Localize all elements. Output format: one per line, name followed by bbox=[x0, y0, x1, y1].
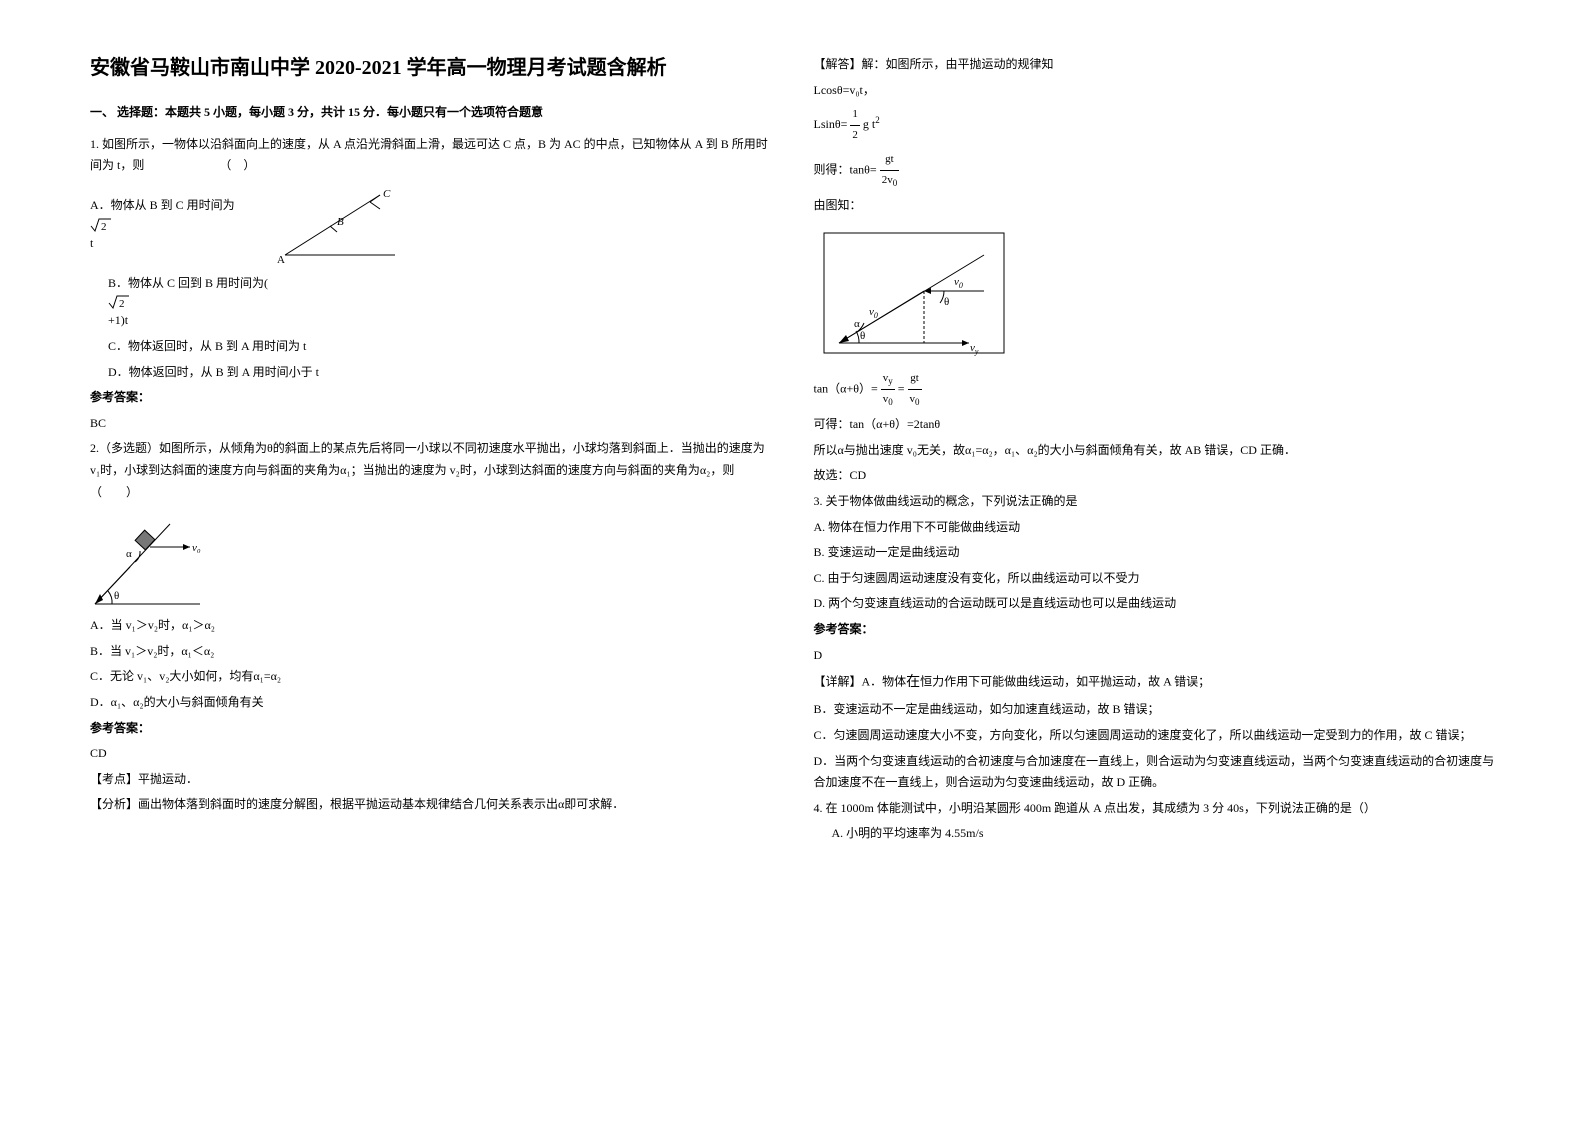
q3-ans: D bbox=[814, 645, 1498, 667]
q1-optA-post: t bbox=[90, 236, 93, 250]
svg-text:α: α bbox=[854, 318, 860, 330]
svg-text:v0: v0 bbox=[954, 276, 963, 290]
eq3: 则得：tanθ= gt2v0 bbox=[814, 150, 1498, 191]
svg-text:v: v bbox=[95, 608, 100, 609]
left-column: 安徽省马鞍山市南山中学 2020-2021 学年高一物理月考试题含解析 一、 选… bbox=[70, 50, 794, 1072]
q1-optA-pre: A．物体从 B 到 C 用时间为 bbox=[90, 198, 235, 212]
eq2-pre: Lsinθ= bbox=[814, 117, 848, 131]
eq3-pre: 则得：tanθ= bbox=[814, 162, 877, 176]
frac-vyv0: vyv0 bbox=[881, 369, 895, 411]
q3-detail-a: 【详解】A．物体在恒力作用下可能做曲线运动，如平抛运动，故 A 错误； bbox=[814, 670, 1498, 695]
select: 故选：CD bbox=[814, 465, 1498, 487]
svg-text:θ: θ bbox=[860, 330, 865, 342]
q1-optA: A．物体从 B 到 C 用时间为 2 t bbox=[90, 195, 235, 254]
eq4-pre: tan（α+θ）= bbox=[814, 381, 878, 395]
right-column: 【解答】解：如图所示，由平抛运动的规律知 Lcosθ=v₀t， Lsinθ= 1… bbox=[794, 50, 1518, 1072]
q1-optD: D．物体返回时，从 B 到 A 用时间小于 t bbox=[108, 362, 774, 384]
eq5: 可得：tan（α+θ）=2tanθ bbox=[814, 414, 1498, 436]
q2-optC: C．无论 v₁、v₂大小如何，均有α₁=α₂ bbox=[90, 666, 774, 688]
q3-da-mid: 在 bbox=[906, 675, 920, 690]
svg-text:θ: θ bbox=[114, 590, 119, 602]
q1-row: A．物体从 B 到 C 用时间为 2 t A B C bbox=[90, 185, 774, 265]
q2-optA: A．当 v₁＞v₂时，α₁＞α₂ bbox=[90, 615, 774, 637]
q1-optC: C．物体返回时，从 B 到 A 用时间为 t bbox=[108, 336, 774, 358]
fig-label: 由图知： bbox=[814, 195, 1498, 217]
svg-text:C: C bbox=[383, 188, 391, 200]
q3-detail-d: D．当两个匀变速直线运动的合初速度与合加速度在一直线上，则合运动为匀变速直线运动… bbox=[814, 751, 1498, 794]
frac-gt2v0: gt2v0 bbox=[880, 150, 900, 191]
q2-stem: 2.（多选题）如图所示，从倾角为θ的斜面上的某点先后将同一小球以不同初速度水平抛… bbox=[90, 438, 774, 503]
q2-fx: 【分析】画出物体落到斜面时的速度分解图，根据平抛运动基本规律结合几何关系表示出α… bbox=[90, 794, 774, 816]
triangle-abc-icon: A B C bbox=[275, 185, 405, 265]
svg-text:vy: vy bbox=[970, 342, 979, 356]
svg-text:v₀: v₀ bbox=[192, 542, 201, 554]
concl: 所以α与抛出速度 v₀无关，故α₁=α₂，α₁、α₂的大小与斜面倾角有关，故 A… bbox=[814, 440, 1498, 462]
q3-optB: B. 变速运动一定是曲线运动 bbox=[814, 542, 1498, 564]
q3-optD: D. 两个匀变速直线运动的合运动既可以是直线运动也可以是曲线运动 bbox=[814, 593, 1498, 615]
q3-optA: A. 物体在恒力作用下不可能做曲线运动 bbox=[814, 517, 1498, 539]
doc-title: 安徽省马鞍山市南山中学 2020-2021 学年高一物理月考试题含解析 bbox=[90, 50, 774, 86]
svg-text:θ: θ bbox=[944, 296, 949, 308]
q4-optA: A. 小明的平均速率为 4.55m/s bbox=[832, 823, 1498, 845]
velocity-decomp-icon: vy v0 v0 θ θ α bbox=[814, 223, 1014, 363]
q3-da-pre: 【详解】A．物体 bbox=[814, 675, 907, 689]
q3-detail-b: B．变速运动不一定是曲线运动，如匀加速直线运动，故 B 错误； bbox=[814, 699, 1498, 721]
q1-ans-label: 参考答案： bbox=[90, 387, 774, 409]
svg-text:2: 2 bbox=[119, 298, 125, 310]
q3-detail-c: C．匀速圆周运动速度大小不变，方向变化，所以匀速圆周运动的速度变化了，所以曲线运… bbox=[814, 725, 1498, 747]
q3-ans-label: 参考答案： bbox=[814, 619, 1498, 641]
q2-kp: 【考点】平抛运动． bbox=[90, 769, 774, 791]
incline-projectile-icon: v₀ θ α v bbox=[90, 509, 220, 609]
q1-ans: BC bbox=[90, 413, 774, 435]
q1-optB: B．物体从 C 回到 B 用时间为( 2 +1)t bbox=[108, 273, 774, 332]
q3-da-post: 恒力作用下可能做曲线运动，如平抛运动，故 A 错误； bbox=[920, 675, 1210, 689]
q4-stem: 4. 在 1000m 体能测试中，小明沿某圆形 400m 跑道从 A 点出发，其… bbox=[814, 798, 1498, 820]
svg-text:2: 2 bbox=[101, 221, 107, 233]
svg-text:B: B bbox=[337, 216, 344, 228]
q3-optC: C. 由于匀速圆周运动速度没有变化，所以曲线运动可以不受力 bbox=[814, 568, 1498, 590]
q3-stem: 3. 关于物体做曲线运动的概念，下列说法正确的是 bbox=[814, 491, 1498, 513]
svg-text:α: α bbox=[126, 548, 132, 560]
sqrt2-icon-2: 2 bbox=[108, 294, 130, 310]
svg-text:v0: v0 bbox=[869, 306, 878, 320]
solve-head: 【解答】解：如图所示，由平抛运动的规律知 bbox=[814, 54, 1498, 76]
svg-text:A: A bbox=[277, 254, 285, 265]
q1-optB-pre: B．物体从 C 回到 B 用时间为( bbox=[108, 276, 268, 290]
q2-ans: CD bbox=[90, 743, 774, 765]
frac-gtv0: gtv0 bbox=[908, 369, 922, 410]
frac-half: 12 bbox=[850, 105, 860, 146]
eq2: Lsinθ= 12 g t2 bbox=[814, 105, 1498, 146]
eq4: tan（α+θ）= vyv0 = gtv0 bbox=[814, 369, 1498, 411]
q1-optB-post: +1)t bbox=[108, 313, 128, 327]
q1-stem: 1. 如图所示，一物体以沿斜面向上的速度，从 A 点沿光滑斜面上滑，最远可达 C… bbox=[90, 134, 774, 177]
sqrt2-icon: 2 bbox=[90, 217, 112, 233]
q2-ans-label: 参考答案： bbox=[90, 718, 774, 740]
section-1-head: 一、 选择题：本题共 5 小题，每小题 3 分，共计 15 分．每小题只有一个选… bbox=[90, 102, 774, 124]
q2-optD: D．α₁、α₂的大小与斜面倾角有关 bbox=[90, 692, 774, 714]
q2-optB: B．当 v₁＞v₂时，α₁＜α₂ bbox=[90, 641, 774, 663]
eq1: Lcosθ=v₀t， bbox=[814, 80, 1498, 102]
